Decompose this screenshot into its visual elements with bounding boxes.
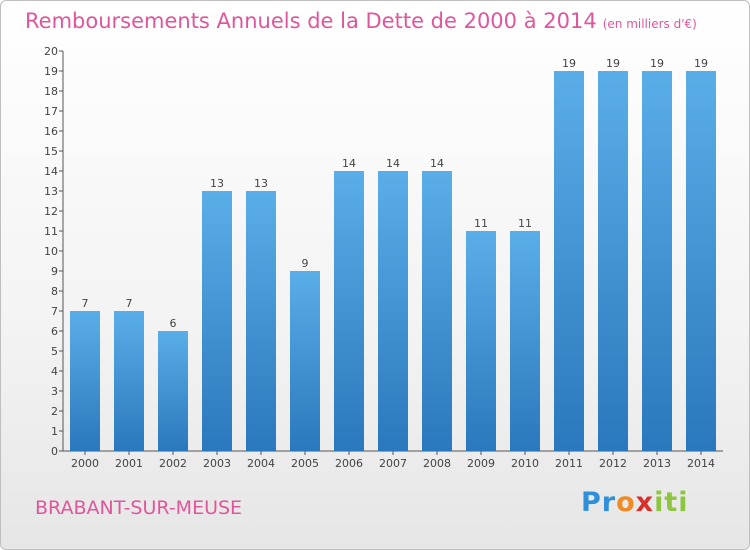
- commune-name: BRABANT-SUR-MEUSE: [35, 497, 243, 519]
- y-tick-label: 8: [51, 285, 58, 298]
- bar-value-label: 19: [562, 57, 576, 70]
- chart-title: Remboursements Annuels de la Dette de 20…: [25, 9, 697, 33]
- bar: [202, 191, 232, 451]
- y-tick-label: 17: [44, 105, 58, 118]
- y-tick-label: 5: [51, 345, 58, 358]
- bar-value-label: 19: [606, 57, 620, 70]
- x-tick-label: 2008: [423, 457, 451, 470]
- y-tick-label: 2: [51, 405, 58, 418]
- bar-value-label: 13: [210, 177, 224, 190]
- x-tick-label: 2010: [511, 457, 539, 470]
- x-tick-label: 2001: [115, 457, 143, 470]
- logo-part-3: x: [635, 487, 655, 518]
- x-tick-label: 2000: [71, 457, 99, 470]
- bar-value-label: 19: [694, 57, 708, 70]
- x-tick-label: 2006: [335, 457, 363, 470]
- proxiti-logo: Proxiti: [581, 487, 689, 518]
- bar-value-label: 11: [518, 217, 532, 230]
- bar-value-label: 9: [302, 257, 309, 270]
- y-tick-label: 19: [44, 65, 58, 78]
- y-tick-label: 13: [44, 185, 58, 198]
- y-tick-label: 11: [44, 225, 58, 238]
- y-tick-label: 16: [44, 125, 58, 138]
- x-tick-label: 2011: [555, 457, 583, 470]
- bar-value-label: 14: [386, 157, 400, 170]
- y-tick-label: 15: [44, 145, 58, 158]
- bar: [378, 171, 408, 451]
- bar-value-label: 19: [650, 57, 664, 70]
- x-tick-label: 2004: [247, 457, 275, 470]
- bar: [70, 311, 100, 451]
- chart-unit-label: (en milliers d'€): [602, 17, 697, 31]
- logo-part-2: o: [616, 487, 636, 518]
- x-tick-label: 2013: [643, 457, 671, 470]
- bar: [246, 191, 276, 451]
- y-tick-label: 10: [44, 245, 58, 258]
- bar: [510, 231, 540, 451]
- bar: [466, 231, 496, 451]
- bar: [642, 71, 672, 451]
- x-tick-label: 2012: [599, 457, 627, 470]
- bar-value-label: 14: [430, 157, 444, 170]
- y-tick-label: 20: [44, 45, 58, 58]
- bar: [598, 71, 628, 451]
- y-tick-label: 3: [51, 385, 58, 398]
- logo-part-4: iti: [654, 487, 689, 518]
- x-tick-label: 2007: [379, 457, 407, 470]
- y-tick-label: 4: [51, 365, 58, 378]
- y-tick-label: 6: [51, 325, 58, 338]
- x-tick-label: 2005: [291, 457, 319, 470]
- bar-value-label: 13: [254, 177, 268, 190]
- chart-title-text: Remboursements Annuels de la Dette de 20…: [25, 9, 597, 33]
- bar-value-label: 14: [342, 157, 356, 170]
- y-tick-label: 12: [44, 205, 58, 218]
- bar-value-label: 7: [126, 297, 133, 310]
- x-tick-label: 2009: [467, 457, 495, 470]
- y-tick-label: 14: [44, 165, 58, 178]
- bar: [554, 71, 584, 451]
- x-tick-label: 2003: [203, 457, 231, 470]
- x-tick-label: 2002: [159, 457, 187, 470]
- bar-value-label: 7: [82, 297, 89, 310]
- y-tick-label: 7: [51, 305, 58, 318]
- bar: [686, 71, 716, 451]
- y-tick-label: 0: [51, 445, 58, 458]
- y-tick-label: 18: [44, 85, 58, 98]
- bar-value-label: 6: [170, 317, 177, 330]
- bar: [334, 171, 364, 451]
- bar-value-label: 11: [474, 217, 488, 230]
- bar: [290, 271, 320, 451]
- bar: [114, 311, 144, 451]
- bar: [158, 331, 188, 451]
- y-tick-label: 1: [51, 425, 58, 438]
- y-tick-label: 9: [51, 265, 58, 278]
- logo-part-1: Pr: [581, 487, 617, 518]
- x-tick-label: 2014: [687, 457, 715, 470]
- bar: [422, 171, 452, 451]
